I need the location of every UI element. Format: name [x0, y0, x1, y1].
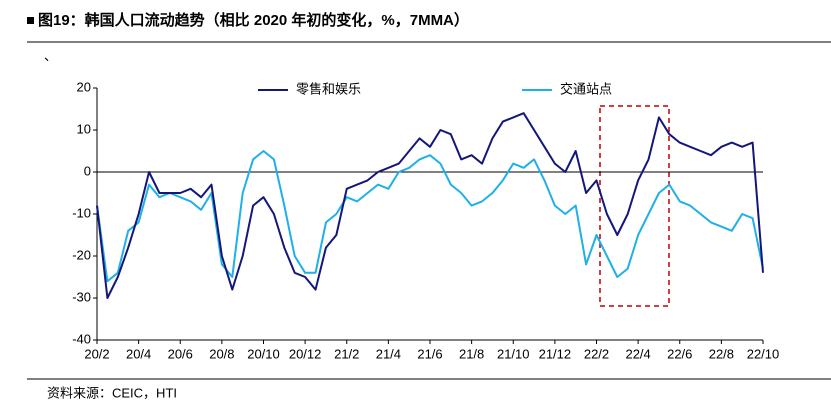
x-tick-label: 21/12	[539, 346, 572, 361]
series-line	[96, 112, 764, 299]
x-tick-label: 22/6	[667, 346, 692, 361]
source: 资料来源：CEIC，HTI	[47, 385, 177, 400]
x-tick-label: 20/10	[247, 346, 280, 361]
x-tick-label: 22/10	[747, 346, 780, 361]
chart-title: 图19：韩国人口流动趋势（相比 2020 年初的变化，%，7MMA）	[38, 11, 469, 29]
x-tick-label: 21/10	[497, 346, 530, 361]
x-tick-label: 22/8	[709, 346, 734, 361]
title-bullet	[27, 17, 34, 24]
x-tick-label: 21/8	[459, 346, 484, 361]
x-tick-label: 22/2	[584, 346, 609, 361]
y-tick-label: 10	[77, 121, 91, 136]
stray-mark: 、	[44, 48, 57, 63]
y-tick-label: 20	[77, 79, 91, 94]
x-tick-label: 20/6	[168, 346, 193, 361]
y-tick-label: -30	[72, 289, 91, 304]
x-tick-label: 20/8	[209, 346, 234, 361]
y-tick-label: -10	[72, 205, 91, 220]
x-tick-label: 20/4	[126, 346, 151, 361]
x-tick-label: 20/12	[289, 346, 322, 361]
x-tick-label: 21/2	[334, 346, 359, 361]
x-tick-label: 22/4	[625, 346, 650, 361]
x-tick-label: 21/6	[417, 346, 442, 361]
x-tick-label: 20/2	[84, 346, 109, 361]
y-tick-label: 0	[84, 163, 91, 178]
x-tick-label: 21/4	[376, 346, 401, 361]
series-line	[96, 150, 764, 283]
y-tick-label: -40	[72, 331, 91, 346]
y-tick-label: -20	[72, 247, 91, 262]
legend-label: 零售和娱乐	[296, 81, 361, 96]
legend-label: 交通站点	[560, 81, 612, 96]
highlight-box	[599, 105, 670, 307]
